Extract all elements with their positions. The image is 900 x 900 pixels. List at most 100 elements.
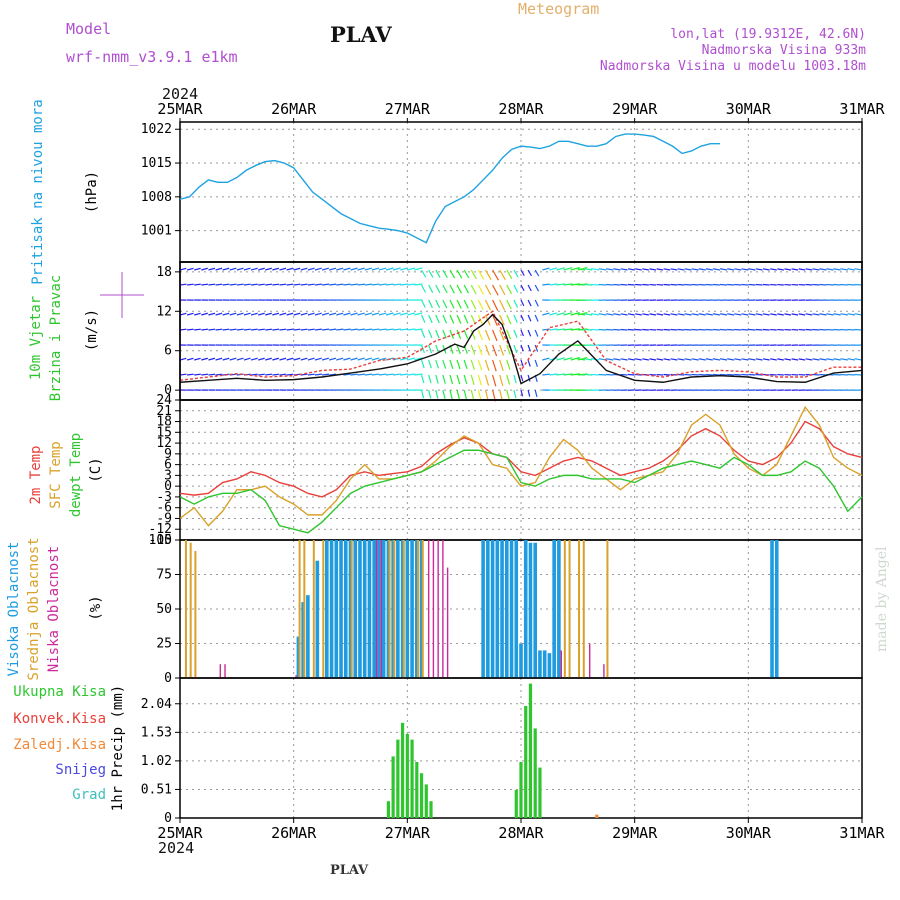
wind-arrow: [343, 328, 351, 331]
wind-arrow: [314, 328, 322, 331]
cloud-bar-2: [295, 675, 297, 678]
cloud-bar-1: [568, 540, 571, 678]
wind-arrow: [492, 359, 497, 372]
wind-arrow: [534, 344, 539, 352]
cloud-bar-0: [410, 540, 414, 678]
wind-arrow: [393, 373, 401, 376]
wind-arrow: [371, 328, 380, 331]
ytick-label-temperature: 21: [156, 404, 172, 419]
wind-arrow: [513, 284, 519, 293]
wind-arrow: [556, 283, 566, 286]
wind-arrow: [513, 299, 519, 308]
wind-arrow: [575, 357, 586, 361]
wind-speed-line: [179, 313, 863, 385]
meteogram-label: Meteogram: [518, 0, 599, 18]
cloud-bar-1: [417, 540, 420, 678]
wind-arrow: [179, 283, 187, 286]
wind-arrow: [343, 357, 351, 361]
ytick-label-precipitation: 0.51: [141, 782, 172, 797]
wind-arrow: [229, 357, 237, 361]
wind-arrow: [755, 268, 763, 271]
wind-arrow: [364, 283, 373, 286]
wind-arrow: [635, 313, 642, 316]
wind-arrow: [279, 312, 287, 316]
wind-arrow: [470, 284, 477, 295]
wind-arrow: [826, 268, 834, 271]
wind-arrow: [598, 268, 607, 271]
wind-arrow: [549, 267, 558, 271]
xtick-label-top: 25MAR: [157, 100, 203, 118]
wind-arrow: [293, 267, 301, 271]
cloud-bar-0: [486, 540, 490, 678]
cloud-legend-1: Srednja Oblacnost: [26, 537, 42, 680]
wind-arrow: [286, 283, 294, 286]
ytick-label-temperature: -6: [156, 501, 172, 516]
wind-arrow: [456, 389, 460, 400]
wind-arrow: [179, 312, 187, 316]
wind-arrow: [378, 267, 387, 271]
wind-arrow: [272, 373, 280, 376]
wind-arrow: [492, 344, 498, 357]
wind-arrow: [400, 357, 409, 361]
ytick-label-precipitation: 2.04: [141, 697, 172, 712]
wind-arrow: [229, 312, 237, 316]
wind-arrow: [606, 283, 614, 286]
ytick-label-pressure: 1015: [141, 156, 172, 171]
xtick-label-top: 31MAR: [839, 100, 885, 118]
cloud-bar-2: [432, 540, 435, 678]
cloud-bar-0: [339, 540, 343, 678]
wind-arrow: [258, 283, 265, 286]
wind-arrow: [314, 312, 322, 316]
wind-arrow: [656, 268, 664, 271]
wind-arrow: [343, 312, 351, 316]
wind-arrow: [293, 283, 301, 286]
wind-arrow: [755, 313, 763, 316]
wind-arrow: [506, 329, 512, 340]
wind-arrow: [449, 329, 455, 339]
wind-arrow: [201, 267, 208, 271]
cloud-bar-0: [367, 540, 372, 678]
wind-arrow: [712, 358, 721, 361]
cloud-bar-2: [437, 540, 439, 678]
precip-legend-4: Grad: [72, 787, 106, 803]
wind-arrow: [613, 358, 621, 361]
precip-bar-0: [519, 762, 523, 818]
wind-arrow: [784, 358, 792, 361]
wind-arrow: [506, 299, 512, 310]
wind-arrow: [826, 328, 834, 331]
wind-arrow: [484, 374, 490, 386]
wind-arrow: [385, 283, 394, 286]
wind-arrow: [499, 329, 505, 341]
xtick-label-bottom: 29MAR: [612, 824, 658, 842]
wind-arrow: [179, 267, 187, 271]
cloud-bar-0: [514, 540, 519, 678]
altitude-label: Nadmorska Visina 933m: [702, 43, 867, 58]
wind-arrow: [371, 283, 380, 286]
cloud-bar-0: [396, 540, 400, 678]
wind-arrow: [286, 373, 294, 376]
wind-arrow: [712, 268, 721, 271]
wind-arrow: [712, 313, 721, 316]
cloud-bar-0: [381, 540, 386, 678]
wind-arrow: [463, 299, 469, 309]
wind-arrow: [420, 389, 425, 399]
wind-arrow: [329, 357, 337, 361]
ytick-label-cloud: 100: [149, 533, 172, 548]
cloud-bar-0: [519, 643, 523, 678]
wind-arrow: [428, 314, 433, 324]
wind-arrow: [575, 267, 586, 271]
wind-arrow: [400, 283, 409, 286]
wind-arrow: [414, 328, 423, 331]
wind-arrow: [527, 299, 532, 307]
wind-arrow: [286, 328, 294, 331]
wind-arrow: [364, 328, 373, 331]
wind-arrow: [300, 328, 308, 331]
wind-arrow: [357, 357, 365, 361]
cloud-bar-2: [446, 567, 449, 678]
wind-arrow: [265, 328, 273, 331]
wind-arrow: [208, 373, 216, 376]
wind-arrow: [563, 312, 573, 316]
frame-pressure: [179, 121, 863, 263]
wind-arrow: [583, 267, 593, 271]
wind-arrow: [527, 284, 532, 292]
